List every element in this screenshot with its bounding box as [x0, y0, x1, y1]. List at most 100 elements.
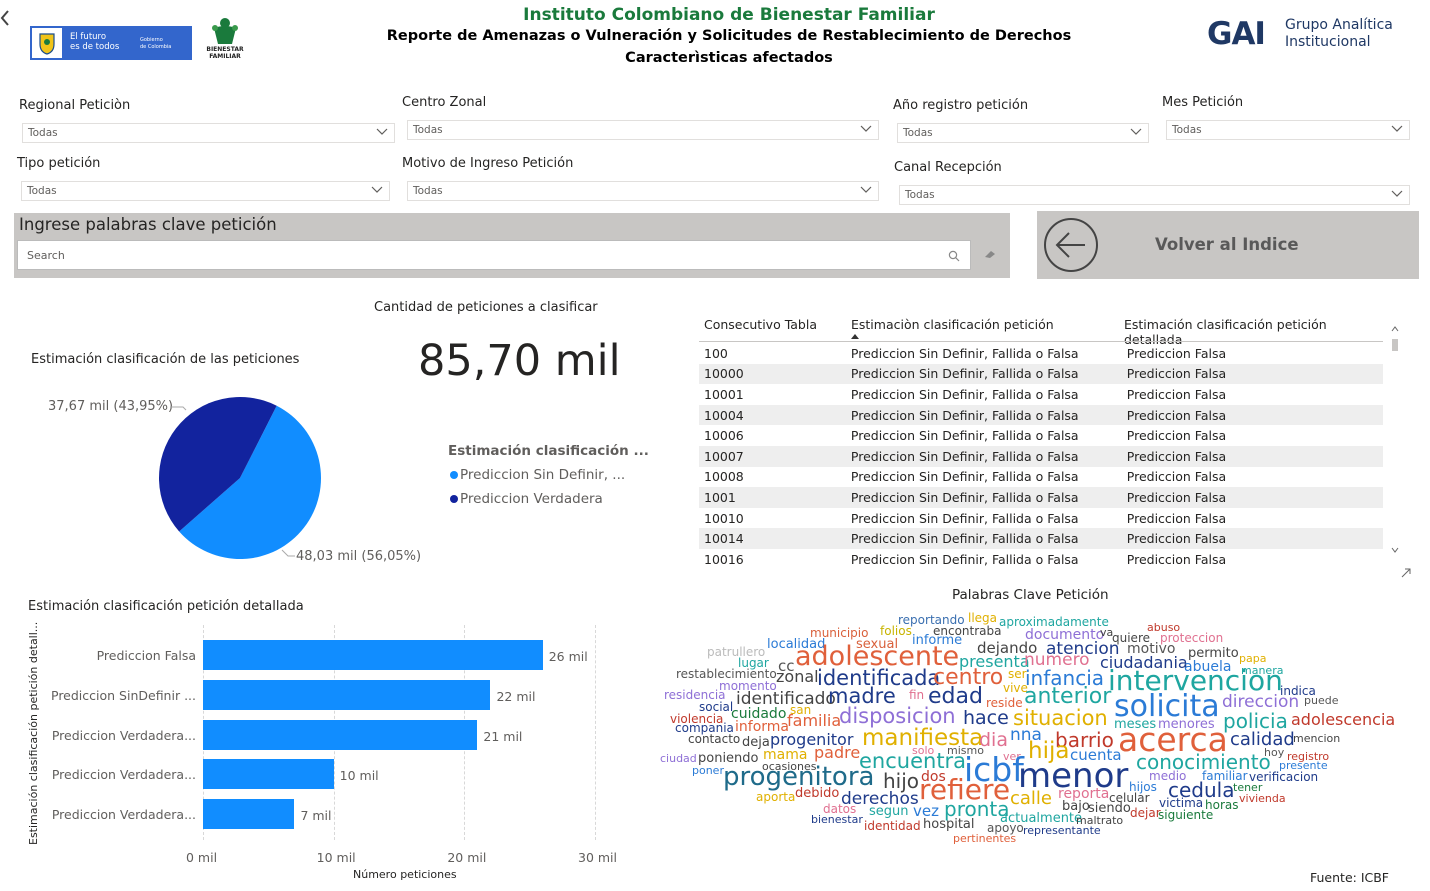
wordcloud-word[interactable]: documento	[1025, 627, 1105, 643]
wordcloud-word[interactable]: ciudadania	[1100, 653, 1188, 672]
wordcloud-word[interactable]: aporta	[756, 790, 796, 804]
wordcloud-word[interactable]: identificado	[736, 689, 836, 709]
wordcloud-word[interactable]: encontraba	[933, 624, 1002, 638]
wordcloud-word[interactable]: hoy	[1264, 746, 1285, 759]
wordcloud-word[interactable]: dejando	[977, 639, 1038, 657]
table-row[interactable]: 10016 Prediccion Sin Definir, Fallida o F…	[699, 549, 1383, 570]
wordcloud-word[interactable]: bajo	[1062, 799, 1090, 814]
wordcloud-word[interactable]: puede	[1304, 694, 1339, 707]
wordcloud-word[interactable]: hijos	[1129, 780, 1157, 794]
wordcloud-word[interactable]: debido	[795, 786, 840, 801]
wordcloud-word[interactable]: va	[1100, 626, 1114, 639]
table-row[interactable]: 10007 Prediccion Sin Definir, Fallida o F…	[699, 445, 1383, 467]
wordcloud-word[interactable]: encuentra	[859, 749, 967, 773]
wordcloud-word[interactable]: icbf	[964, 750, 1024, 789]
wordcloud-word[interactable]: verificacion	[1249, 770, 1319, 784]
wordcloud-word[interactable]: refiere	[919, 773, 1011, 806]
wordcloud-word[interactable]: siendo	[1088, 801, 1131, 816]
wordcloud-word[interactable]: infancia	[1025, 666, 1105, 690]
wordcloud-word[interactable]: tener	[1233, 781, 1263, 794]
wordcloud-word[interactable]: dia	[979, 729, 1008, 751]
table-header-2[interactable]: Estimaciòn clasificación petición	[851, 317, 1054, 332]
wordcloud-word[interactable]: bienestar	[811, 813, 863, 826]
wordcloud-word[interactable]: abuso	[1147, 621, 1181, 634]
wordcloud-word[interactable]: manera	[1241, 664, 1284, 677]
wordcloud-word[interactable]: padre	[814, 743, 861, 762]
wordcloud-word[interactable]: menores	[1158, 717, 1215, 732]
wordcloud-word[interactable]: fin	[909, 688, 925, 702]
wordcloud-word[interactable]: solo	[912, 744, 935, 757]
wordcloud-word[interactable]: restablecimiento	[676, 667, 777, 681]
wordcloud-word[interactable]: mismo	[947, 744, 984, 757]
filter-anio-dropdown[interactable]: Todas	[897, 123, 1149, 143]
wordcloud-word[interactable]: familiar	[1202, 769, 1248, 783]
wordcloud-word[interactable]: horas	[1205, 798, 1239, 812]
wordcloud-word[interactable]: san	[790, 703, 812, 717]
wordcloud-word[interactable]: reporta	[1058, 786, 1110, 802]
pie-slice-2[interactable]	[159, 397, 277, 532]
wordcloud-word[interactable]: adolescencia	[1291, 710, 1396, 729]
wordcloud-word[interactable]: violencia	[670, 712, 724, 726]
wordcloud-word[interactable]: motivo	[1127, 641, 1176, 657]
wordcloud-word[interactable]: abuela	[1184, 659, 1232, 675]
table-scrollbar[interactable]	[1391, 318, 1399, 558]
wordcloud-word[interactable]: localidad	[767, 637, 826, 652]
wordcloud-word[interactable]: deja	[742, 735, 770, 750]
wordcloud-word[interactable]: madre	[828, 684, 896, 708]
wordcloud-word[interactable]: victima	[1159, 796, 1204, 810]
wordcloud-word[interactable]: barrio	[1055, 728, 1114, 752]
wordcloud-word[interactable]: hospital	[923, 817, 975, 832]
wordcloud-word[interactable]: calle	[1010, 788, 1053, 809]
wordcloud-word[interactable]: poner	[692, 764, 724, 777]
wordcloud-word[interactable]: lugar	[738, 656, 769, 670]
filter-tipo-dropdown[interactable]: Todas	[21, 181, 390, 201]
wordcloud-word[interactable]: derechos	[841, 789, 919, 809]
wordcloud-word[interactable]: dos	[921, 769, 946, 785]
bar[interactable]	[203, 679, 491, 710]
wordcloud-word[interactable]: pronta	[944, 797, 1010, 821]
wordcloud-word[interactable]: quiere	[1112, 631, 1150, 645]
wordcloud-word[interactable]: intervencion	[1108, 664, 1283, 697]
wordcloud-word[interactable]: momento	[719, 679, 777, 693]
wordcloud-word[interactable]: meses	[1114, 717, 1157, 732]
table-row[interactable]: 100 Prediccion Sin Definir, Fallida o Fal…	[699, 343, 1383, 364]
keyword-search-input[interactable]: Search	[17, 240, 971, 270]
filter-regional-dropdown[interactable]: Todas	[22, 123, 395, 143]
wordcloud-word[interactable]: apoyo	[987, 821, 1024, 835]
wordcloud-word[interactable]: anterior	[1024, 684, 1112, 709]
wordcloud-word[interactable]: hace	[963, 707, 1009, 729]
wordcloud-word[interactable]: manifiesta	[862, 725, 984, 751]
wordcloud-word[interactable]: acerca	[1118, 720, 1228, 759]
filter-canal-dropdown[interactable]: Todas	[899, 185, 1410, 205]
wordcloud-word[interactable]: vivienda	[1239, 792, 1286, 805]
table-header-3[interactable]: Estimación clasificación petición detall…	[1124, 317, 1327, 347]
wordcloud-word[interactable]: sexual	[856, 637, 899, 652]
wordcloud-word[interactable]: ser	[1008, 667, 1027, 681]
wordcloud-word[interactable]: residencia	[664, 688, 726, 702]
wordcloud-word[interactable]: calidad	[1230, 729, 1295, 750]
wordcloud-word[interactable]: centro	[933, 665, 1004, 690]
table-row[interactable]: 10008 Prediccion Sin Definir, Fallida o F…	[699, 467, 1383, 488]
scroll-down-icon[interactable]	[1391, 546, 1399, 554]
wordcloud-word[interactable]: mencion	[1293, 732, 1341, 745]
wordcloud-word[interactable]: dejar	[1130, 806, 1161, 820]
pie-legend-item-2[interactable]: Prediccion Verdadera	[450, 491, 603, 507]
wordcloud-word[interactable]: progenitor	[770, 730, 854, 749]
wordcloud-word[interactable]: pertinentes	[953, 832, 1017, 845]
wordcloud-word[interactable]: ocasiones	[762, 760, 817, 773]
wordcloud-word[interactable]: social	[699, 700, 734, 714]
wordcloud-word[interactable]: progenitora	[723, 762, 875, 792]
wordcloud-word[interactable]: celular	[1109, 791, 1150, 805]
table-row[interactable]: 10004 Prediccion Sin Definir, Fallida o F…	[699, 404, 1383, 426]
wordcloud-word[interactable]: segun	[869, 804, 909, 819]
wordcloud-word[interactable]: cedula	[1168, 778, 1235, 802]
wordcloud-word[interactable]: aproximadamente	[999, 615, 1109, 629]
wordcloud-word[interactable]: contacto	[688, 732, 741, 746]
wordcloud-word[interactable]: vez	[913, 802, 939, 820]
wordcloud-word[interactable]: cuenta	[1070, 746, 1122, 764]
expand-icon[interactable]	[1400, 567, 1412, 579]
wordcloud-word[interactable]: poniendo	[698, 751, 759, 766]
wordcloud-word[interactable]: ver	[1003, 750, 1021, 763]
wordcloud-word[interactable]: numero	[1024, 650, 1090, 670]
table-row[interactable]: 10014 Prediccion Sin Definir, Fallida o F…	[699, 528, 1383, 549]
